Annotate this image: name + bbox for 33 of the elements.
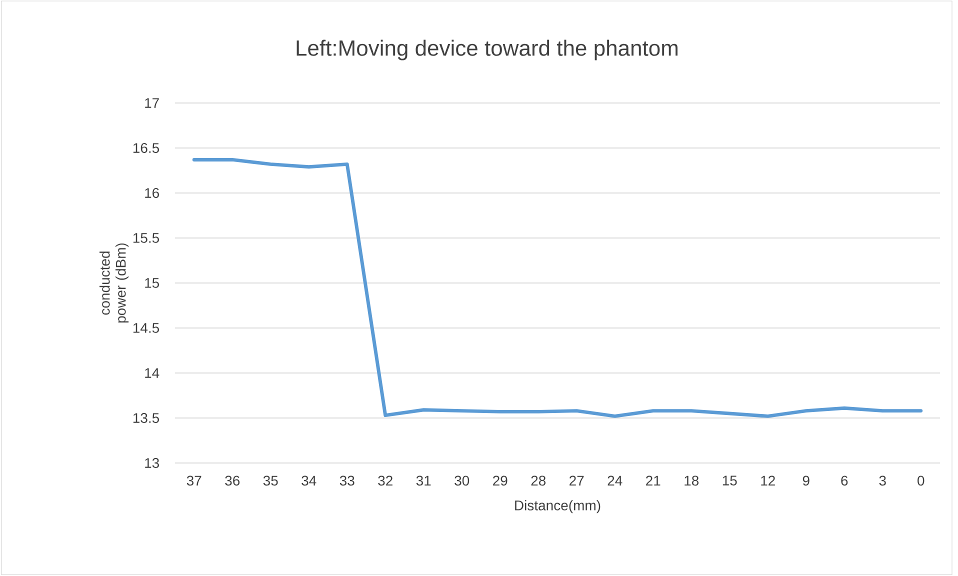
y-tick-label: 15: [145, 278, 160, 288]
x-tick-label: 6: [841, 476, 848, 486]
x-tick-label: 36: [225, 476, 240, 486]
y-tick-label: 16.5: [133, 143, 160, 153]
chart-title: Left:Moving device toward the phantom: [296, 40, 678, 60]
x-tick-label: 3: [879, 476, 886, 486]
x-tick-label: 35: [263, 476, 278, 486]
x-tick-label: 27: [570, 476, 584, 486]
y-tick-label: 13.5: [133, 413, 160, 423]
y-tick-label: 15.5: [133, 233, 160, 243]
x-tick-label: 9: [802, 476, 810, 486]
x-tick-label: 15: [722, 476, 737, 486]
x-tick-label: 29: [493, 476, 508, 486]
y-axis-title: conducted power (dBm): [100, 243, 129, 323]
x-tick-label: 18: [684, 476, 699, 486]
y-tick-label: 13: [145, 458, 160, 468]
x-tick-label: 12: [761, 476, 775, 486]
x-tick-label: 30: [454, 476, 470, 486]
line-series: [192, 158, 923, 418]
y-tick-label: 14: [145, 368, 160, 378]
y-tick-label: 16: [145, 188, 160, 198]
x-tick-label: 24: [608, 476, 622, 486]
x-tick-label: 0: [918, 476, 924, 486]
x-tick-label: 37: [186, 476, 202, 486]
x-tick-label: 34: [302, 476, 316, 486]
x-axis-title: Distance(mm): [515, 500, 600, 514]
x-tick-label: 33: [340, 476, 354, 486]
x-tick-label: 31: [416, 476, 431, 486]
x-tick-label: 28: [531, 476, 546, 486]
x-tick-label: 21: [646, 476, 660, 486]
x-tick-label: 32: [378, 476, 392, 486]
y-tick-label: 17: [145, 98, 159, 108]
y-tick-label: 14.5: [133, 323, 160, 333]
